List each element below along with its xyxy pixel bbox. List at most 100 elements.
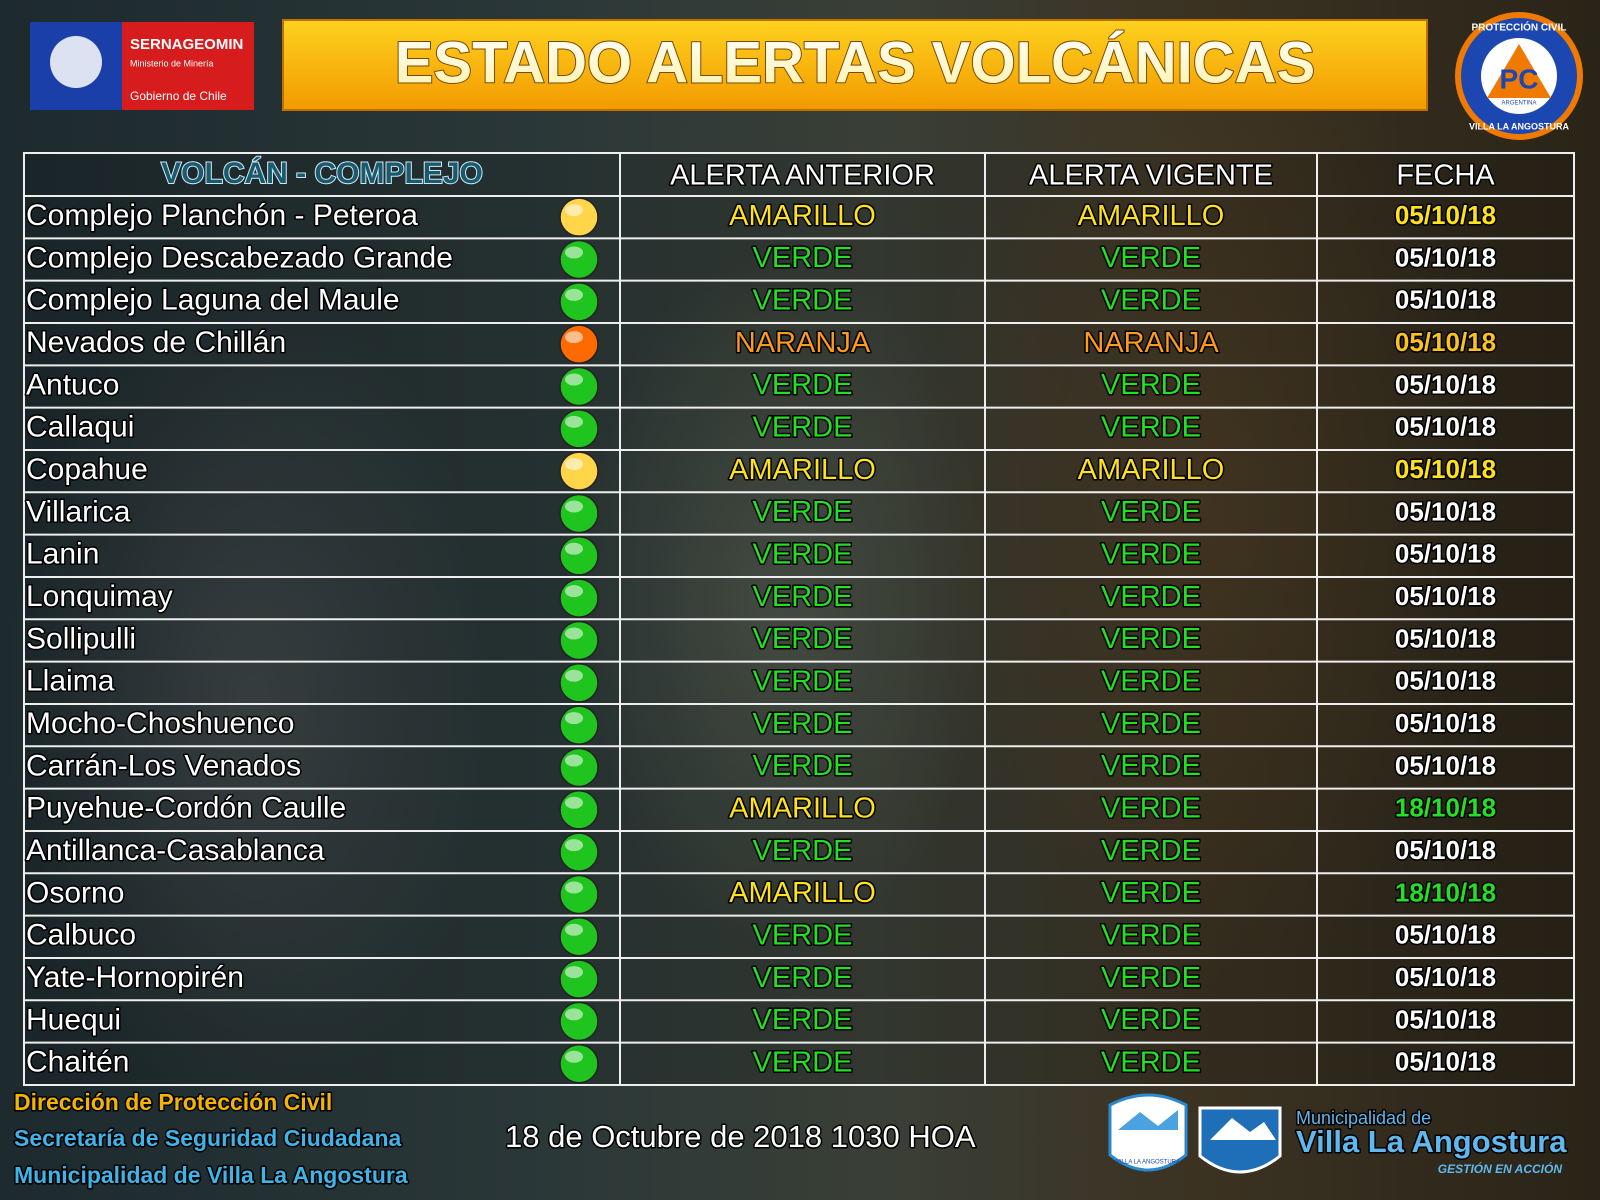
alert-date: 05/10/18 — [1395, 623, 1496, 653]
volcano-name: Lonquimay — [26, 580, 173, 613]
alert-dot-shine — [565, 373, 583, 386]
current-alert: VERDE — [1101, 665, 1201, 697]
volcano-name: Callaqui — [26, 411, 134, 444]
alert-dot — [559, 282, 599, 322]
previous-alert: VERDE — [753, 1046, 853, 1078]
previous-alert: VERDE — [753, 623, 853, 655]
previous-alert: AMARILLO — [729, 454, 876, 486]
previous-alert: AMARILLO — [729, 200, 876, 232]
previous-alert: VERDE — [753, 411, 853, 443]
alert-dot — [559, 747, 599, 788]
volcano-name: Calbuco — [26, 919, 136, 952]
alert-dot — [559, 536, 599, 576]
alert-dot-shine — [565, 458, 583, 471]
alert-dot — [559, 324, 599, 364]
alert-dot — [559, 239, 599, 280]
shield-1-art — [1118, 1110, 1178, 1130]
current-alert: VERDE — [1101, 581, 1201, 613]
alert-dot-shine — [565, 500, 583, 513]
volcano-name: Sollipulli — [26, 622, 136, 655]
alert-date: 05/10/18 — [1395, 369, 1496, 399]
volcano-name: Complejo Laguna del Maule — [26, 284, 400, 317]
alert-date: 05/10/18 — [1395, 285, 1496, 315]
previous-alert: VERDE — [753, 369, 853, 401]
volcano-name: Nevados de Chillán — [26, 326, 286, 359]
current-alert: VERDE — [1101, 538, 1201, 570]
volcano-name: Antuco — [26, 368, 119, 401]
alert-dot-shine — [565, 796, 583, 809]
current-alert: AMARILLO — [1078, 200, 1225, 232]
alert-date: 05/10/18 — [1395, 1004, 1496, 1034]
alert-dot-shine — [565, 204, 583, 217]
credit: Municipalidad de Villa La Angostura — [14, 1162, 408, 1188]
alert-date: 18/10/18 — [1395, 877, 1496, 907]
previous-alert: VERDE — [753, 496, 853, 528]
current-alert: VERDE — [1101, 962, 1201, 994]
alert-date: 18/10/18 — [1395, 793, 1496, 823]
previous-alert: VERDE — [753, 750, 853, 782]
alert-dot — [559, 409, 599, 449]
header-cell: ALERTA VIGENTE — [1029, 160, 1273, 192]
current-alert: VERDE — [1101, 792, 1201, 824]
volcano-name: Huequi — [26, 1003, 121, 1036]
table: VOLCÁN - COMPLEJO ALERTA ANTERIOR ALERTA V… — [24, 153, 1574, 1085]
alert-date: 05/10/18 — [1395, 539, 1496, 569]
volcano-name: Antillanca-Casablanca — [26, 834, 325, 867]
alert-dot — [559, 1044, 599, 1084]
volcano-name: Complejo Descabezado Grande — [26, 241, 453, 274]
previous-alert: VERDE — [753, 1004, 853, 1036]
volcano-name: Puyehue-Cordón Caulle — [26, 792, 346, 825]
pc-ring-top: PROTECCIÓN CIVIL — [1471, 21, 1566, 34]
volcano-name: Llaima — [26, 665, 115, 698]
slogan: GESTIÓN EN ACCIÓN — [1438, 1161, 1563, 1176]
credit: Secretaría de Seguridad Ciudadana — [14, 1125, 402, 1151]
shield-text: VILLA LA ANGOSTURA — [1116, 1160, 1180, 1166]
alert-dot — [559, 451, 599, 491]
volcano-name: Carrán-Los Venados — [26, 749, 301, 782]
current-alert: VERDE — [1101, 1004, 1201, 1036]
alert-date: 05/10/18 — [1395, 412, 1496, 442]
previous-alert: VERDE — [753, 665, 853, 697]
alert-dot-shine — [565, 923, 583, 936]
current-alert: VERDE — [1101, 411, 1201, 443]
previous-alert: VERDE — [753, 962, 853, 994]
previous-alert: AMARILLO — [729, 877, 876, 909]
pc-country: ARGENTINA — [1501, 101, 1536, 107]
current-alert: VERDE — [1101, 242, 1201, 274]
current-alert: VERDE — [1101, 750, 1201, 782]
current-alert: VERDE — [1101, 708, 1201, 740]
alert-date: 05/10/18 — [1395, 750, 1496, 780]
alert-dot-shine — [565, 839, 583, 852]
alert-dot — [559, 366, 599, 407]
previous-alert: VERDE — [753, 538, 853, 570]
volcano-name: Chaitén — [26, 1046, 129, 1079]
logo-red — [122, 22, 254, 110]
alert-dot-shine — [565, 542, 583, 555]
alert-dot-shine — [565, 288, 583, 301]
alert-dot-shine — [565, 331, 583, 344]
alert-dot — [559, 493, 599, 534]
title-banner — [282, 19, 1428, 111]
alert-date: 05/10/18 — [1395, 496, 1496, 526]
alert-dot-shine — [565, 415, 583, 428]
alert-dot — [559, 1001, 599, 1042]
current-alert: VERDE — [1101, 496, 1201, 528]
previous-alert: VERDE — [753, 284, 853, 316]
timestamp: 18 de Octubre de 2018 1030 HOA — [505, 1119, 976, 1154]
previous-alert: VERDE — [753, 919, 853, 951]
pc-triangle — [1487, 44, 1551, 98]
alert-date: 05/10/18 — [1395, 962, 1496, 992]
alert-dot — [559, 790, 599, 830]
alert-dot-shine — [565, 585, 583, 598]
previous-alert: VERDE — [753, 242, 853, 274]
alert-date: 05/10/18 — [1395, 581, 1496, 611]
alert-dot-shine — [565, 712, 583, 725]
volcano-name: Copahue — [26, 453, 148, 486]
shield-2-art — [1210, 1118, 1276, 1140]
alert-date: 05/10/18 — [1395, 835, 1496, 865]
coat-of-arms — [50, 36, 102, 88]
header-cell: FECHA — [1396, 160, 1495, 192]
current-alert: VERDE — [1101, 284, 1201, 316]
